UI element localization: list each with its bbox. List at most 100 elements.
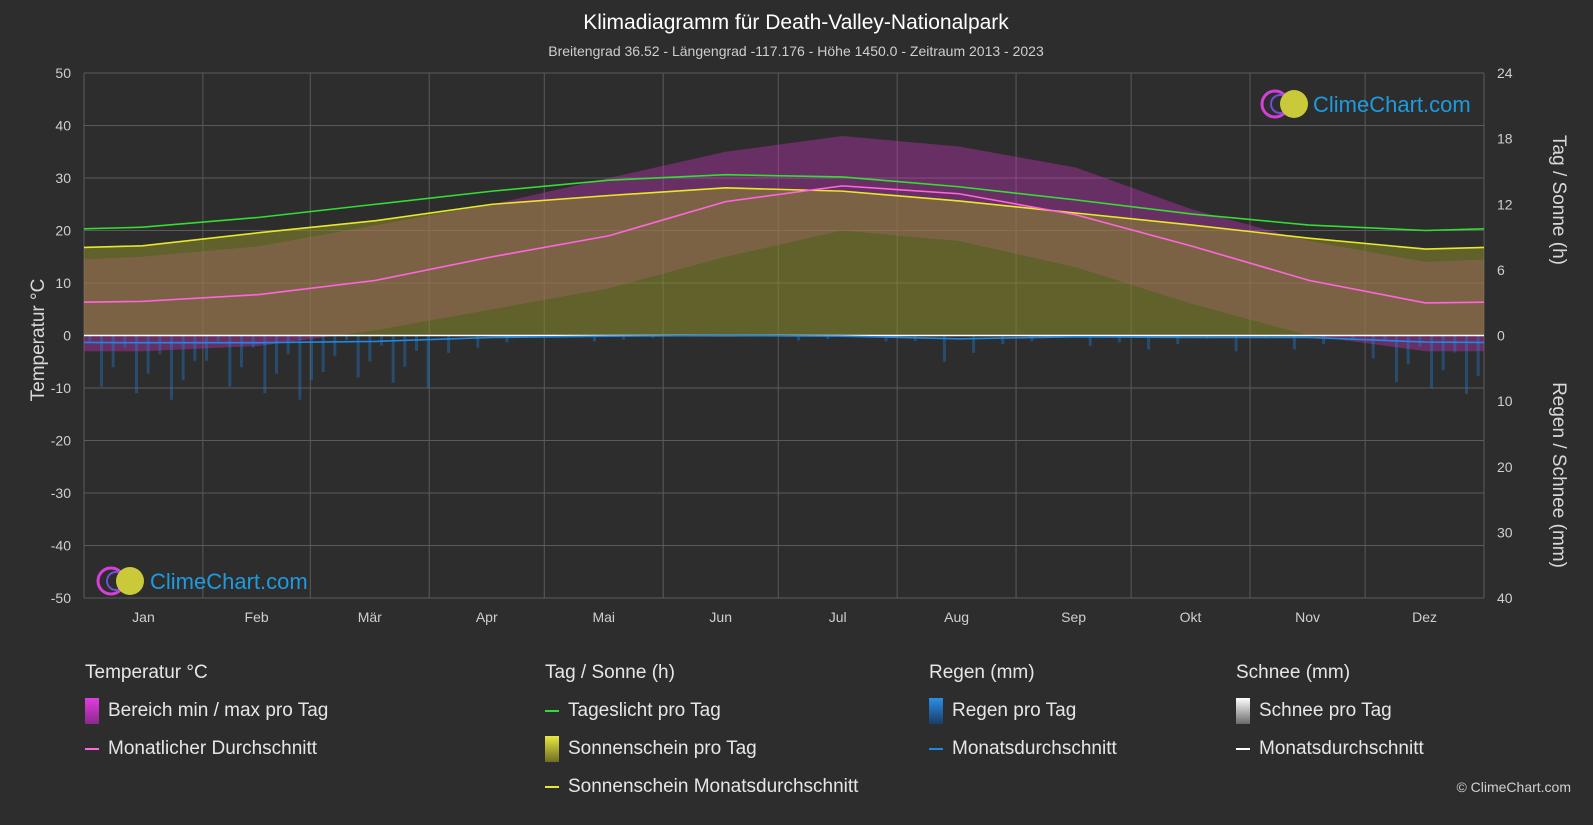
rain-bar [1441, 335, 1445, 371]
rain-bar [251, 335, 255, 348]
chart-subtitle: Breitengrad 36.52 - Längengrad -117.176 … [548, 43, 1044, 59]
left-tick-label: 20 [55, 223, 71, 239]
rain-bar [275, 335, 278, 374]
rain-bar [1234, 335, 1238, 352]
legend: Temperatur °C Bereich min / max pro Tag … [0, 660, 1593, 825]
legend-heading: Regen (mm) [929, 662, 1035, 683]
month-label: Nov [1295, 609, 1320, 625]
right-top-axis-title: Tag / Sonne (h) [1548, 135, 1569, 265]
rain-bar [1465, 335, 1468, 394]
left-tick-label: -20 [51, 433, 71, 449]
rain-bar [286, 335, 290, 355]
rain-bar [170, 335, 173, 400]
rain-bar [505, 335, 509, 343]
axis-ticks: 50 40 30 20 10 0 -10 -20 -30 -40 -50 24 18 12 6 0 10 20 30… [51, 65, 1513, 625]
rain-bar [1395, 335, 1398, 383]
right-bottom-axis-title: Regen / Schnee (mm) [1548, 382, 1569, 568]
right-top-tick-label: 6 [1497, 262, 1505, 278]
legend-item-temp-range: Bereich min / max pro Tag [85, 698, 328, 724]
rain-bar [1476, 335, 1480, 377]
logo-text: ClimeChart.com [150, 569, 308, 594]
temp-avg-line [83, 185, 1485, 304]
legend-snow: Schnee (mm) Schnee pro Tag Monatsdurchsc… [1236, 660, 1424, 774]
rain-bar [111, 335, 115, 368]
rain-bar [1292, 335, 1296, 350]
rain-bar [298, 335, 302, 400]
legend-label: Monatsdurchschnitt [1259, 738, 1424, 759]
legend-item-snow-daily: Schnee pro Tag [1236, 698, 1424, 724]
right-bottom-tick-label: 40 [1497, 590, 1513, 606]
legend-label: Sonnenschein Monatsdurchschnitt [568, 776, 859, 797]
rain-bar [797, 335, 801, 341]
snow-swatch [1236, 698, 1250, 724]
temp-avg-swatch [85, 748, 99, 750]
right-top-tick-label: 18 [1497, 131, 1513, 147]
rain-bar [592, 335, 596, 342]
legend-item-daylight: Tageslicht pro Tag [545, 698, 858, 724]
left-tick-label: -30 [51, 485, 71, 501]
legend-label: Monatlicher Durchschnitt [108, 738, 318, 759]
rain-bar [181, 335, 185, 381]
rain-bar [321, 335, 325, 373]
rain-bar [391, 335, 395, 383]
rain-bar [228, 335, 232, 387]
logo-icon [96, 566, 144, 596]
chart-marks [83, 136, 1485, 400]
rain-bar [1147, 335, 1151, 350]
temp-range-swatch [85, 698, 99, 724]
rain-bar [88, 335, 92, 342]
chart-title: Klimadiagramm für Death-Valley-Nationalp… [583, 11, 1009, 34]
rain-bar [146, 335, 150, 374]
right-top-tick-label: 12 [1497, 196, 1513, 212]
logo-text: ClimeChart.com [1313, 92, 1471, 117]
right-top-tick-label: 24 [1497, 65, 1513, 81]
left-tick-label: -50 [51, 590, 71, 606]
rain-bar [1430, 335, 1433, 388]
rain-bar [972, 335, 976, 353]
rain-bar [447, 335, 451, 354]
daylight-line [83, 173, 1485, 232]
legend-item-rain-daily: Regen pro Tag [929, 698, 1117, 724]
rain-bar [1117, 335, 1121, 343]
rain-bar [1088, 335, 1092, 346]
month-label: Jul [829, 609, 847, 625]
rain-bar [415, 335, 418, 351]
legend-label: Regen pro Tag [952, 700, 1077, 721]
left-tick-label: 10 [55, 275, 71, 291]
rain-swatch [929, 698, 943, 724]
legend-sun: Tag / Sonne (h) Tageslicht pro Tag Sonne… [545, 660, 858, 812]
month-label: Jun [709, 609, 732, 625]
sunshine-avg-line [83, 187, 1485, 250]
legend-item-snow-avg: Monatsdurchschnitt [1236, 736, 1424, 762]
rain-bar [1371, 335, 1375, 359]
right-bottom-tick-label: 30 [1497, 524, 1513, 540]
legend-label: Sonnenschein pro Tag [568, 738, 757, 759]
rain-bar [476, 335, 480, 348]
left-tick-label: 0 [63, 328, 71, 344]
rain-bar [310, 335, 313, 381]
logo-top[interactable]: ClimeChart.com [1260, 89, 1471, 119]
logo-bottom[interactable]: ClimeChart.com [96, 566, 308, 596]
rain-bar [942, 335, 946, 362]
month-label: Feb [245, 609, 269, 625]
climate-chart: Klimadiagramm für Death-Valley-Nationalp… [28, 11, 1569, 625]
left-tick-label: 30 [55, 170, 71, 186]
month-label: Apr [476, 609, 498, 625]
rain-bar [205, 335, 208, 361]
rain-bar [333, 335, 337, 357]
right-top-tick-label: 0 [1497, 328, 1505, 344]
rain-bar [345, 335, 348, 341]
rain-bar [158, 335, 162, 355]
rain-bar [1406, 335, 1410, 365]
left-tick-label: 40 [55, 118, 71, 134]
sunshine-area [84, 187, 1484, 336]
rain-bar [368, 335, 372, 362]
rain-bar [216, 335, 220, 342]
rain-bar [100, 335, 103, 387]
legend-label: Bereich min / max pro Tag [108, 700, 329, 721]
logo-icon [1260, 89, 1308, 119]
rain-bar [240, 335, 243, 368]
rain-bar [356, 335, 360, 378]
legend-label: Tageslicht pro Tag [568, 700, 721, 721]
rain-bar [1351, 335, 1355, 339]
